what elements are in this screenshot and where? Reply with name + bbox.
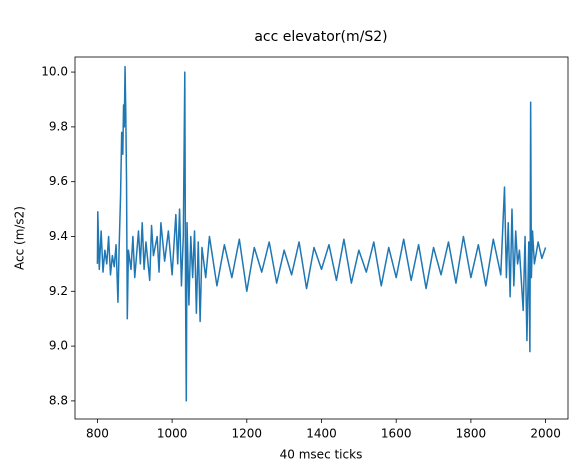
x-tick-label: 800 — [86, 427, 109, 441]
plot-frame — [74, 56, 569, 420]
y-tick-label: 9.6 — [49, 174, 68, 188]
y-tick-label: 8.8 — [49, 393, 68, 407]
y-tick-label: 10.0 — [41, 65, 68, 79]
x-tick-label: 2000 — [530, 427, 561, 441]
y-tick-label: 9.8 — [49, 119, 68, 133]
line-series — [96, 65, 547, 402]
y-tick-label: 9.0 — [49, 339, 68, 353]
x-tick-label: 1000 — [157, 427, 188, 441]
y-tick-label: 9.4 — [49, 229, 68, 243]
x-tick-label: 1200 — [232, 427, 263, 441]
y-axis-label: Acc (m/s2) — [13, 206, 27, 270]
chart-title: acc elevator(m/S2) — [254, 29, 387, 45]
x-tick-label: 1400 — [306, 427, 337, 441]
x-tick-label: 1600 — [381, 427, 412, 441]
y-tick-label: 9.2 — [49, 284, 68, 298]
x-tick-label: 1800 — [456, 427, 487, 441]
x-axis-label: 40 msec ticks — [280, 448, 363, 462]
